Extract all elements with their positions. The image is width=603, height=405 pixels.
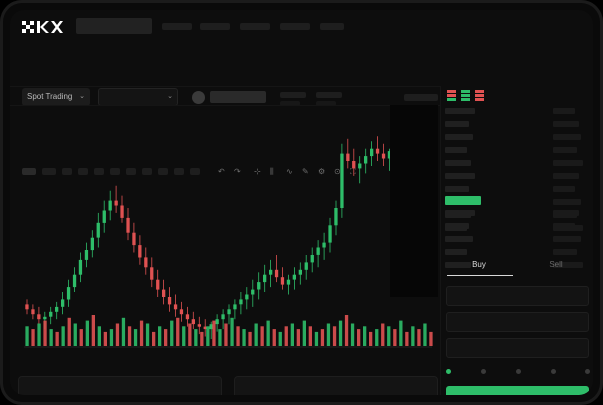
order-book-row[interactable] [445, 249, 467, 255]
chevron-down-icon: ⌄ [167, 93, 173, 100]
order-book-row-value [553, 108, 575, 114]
timeframe-item-11[interactable] [190, 168, 200, 175]
tab-buy[interactable]: Buy [472, 260, 486, 269]
order-amount-input[interactable] [446, 312, 589, 332]
nav-item-4[interactable] [280, 23, 310, 30]
nav-item-2[interactable] [200, 23, 230, 30]
indicator-icon[interactable]: ✎ [302, 167, 309, 176]
order-book-row-value [553, 173, 579, 179]
redo-icon[interactable]: ↷ [234, 167, 241, 176]
line-tool-icon[interactable]: ∿ [286, 167, 293, 176]
trading-pair-selector[interactable]: ⌄ [98, 88, 178, 106]
order-book-row[interactable] [445, 262, 471, 268]
bottom-card-right[interactable] [234, 376, 438, 395]
settings-gear-icon[interactable]: ⚙ [318, 167, 326, 176]
order-price-input[interactable] [446, 286, 589, 306]
nav-item-3[interactable] [240, 23, 270, 30]
top-navigation-bar [10, 10, 593, 44]
candles-icon[interactable]: ⫼ [270, 167, 274, 176]
order-book-row-value [553, 160, 583, 166]
market-control-row: Spot Trading ⌄ ⌄ [10, 44, 593, 106]
slider-dot-1[interactable] [481, 369, 486, 374]
global-search-input[interactable] [76, 18, 152, 34]
stat-24h-volume [404, 94, 438, 101]
order-book-row-value [553, 147, 577, 153]
timeframe-item-3[interactable] [62, 168, 72, 175]
order-book-row[interactable] [445, 173, 475, 179]
timeframe-item-8[interactable] [142, 168, 152, 175]
crosshair-icon[interactable]: ⊹ [254, 167, 261, 176]
order-total-input[interactable] [446, 338, 589, 358]
timeframe-item-9[interactable] [158, 168, 168, 175]
timeframe-item-6[interactable] [110, 168, 120, 175]
okx-logo-icon[interactable] [22, 20, 64, 34]
order-book-row[interactable] [445, 223, 469, 229]
slider-dot-2[interactable] [516, 369, 521, 374]
bottom-card-row [18, 376, 438, 395]
order-book-row-value [553, 186, 575, 192]
tab-sell[interactable]: Sell [549, 260, 563, 269]
fullscreen-icon[interactable]: ⛶ [350, 167, 356, 176]
chevron-down-icon: ⌄ [79, 93, 85, 100]
order-book-panel: Buy Sell [440, 86, 593, 395]
slider-dot-0[interactable] [446, 369, 451, 374]
order-book-row[interactable] [445, 236, 473, 242]
app-screen: Spot Trading ⌄ ⌄ [10, 10, 593, 395]
order-book-row[interactable] [445, 108, 475, 114]
stat-24h-change [280, 92, 306, 98]
camera-icon[interactable]: ⊙ [334, 167, 341, 176]
bottom-card-left[interactable] [18, 376, 222, 395]
trading-mode-label: Spot Trading [27, 92, 73, 101]
order-book-row-value [553, 121, 579, 127]
buy-sell-tabs: Buy Sell [441, 258, 593, 278]
order-book-row[interactable] [445, 147, 467, 153]
amount-slider[interactable] [441, 369, 593, 379]
order-book-row-value [553, 210, 579, 216]
trading-mode-selector[interactable]: Spot Trading ⌄ [22, 88, 90, 106]
orderbook-bids-icon[interactable] [461, 90, 470, 101]
order-book-row-value [553, 223, 575, 229]
nav-item-5[interactable] [320, 23, 344, 30]
coin-avatar [192, 91, 205, 104]
chart-overlay-region [390, 105, 438, 297]
timeframe-item-5[interactable] [94, 168, 104, 175]
orderbook-asks-icon[interactable] [475, 90, 484, 101]
timeframe-item-10[interactable] [174, 168, 184, 175]
undo-icon[interactable]: ↶ [218, 167, 225, 176]
volume-chart [18, 307, 438, 352]
order-book-row[interactable] [445, 160, 471, 166]
active-tab-underline [447, 275, 513, 276]
order-book-row-value [553, 134, 581, 140]
slider-dot-4[interactable] [585, 369, 590, 374]
order-book-row-value [553, 249, 577, 255]
chart-toolbar: ↶ ↷ ⊹ ⫼ ∿ ✎ ⚙ ⊙ ⛶ [10, 86, 593, 176]
timeframe-item-7[interactable] [126, 168, 136, 175]
order-book-row[interactable] [445, 134, 473, 140]
order-book-row[interactable] [445, 121, 469, 127]
stat-24h-high [316, 92, 342, 98]
order-book-spread-highlight [445, 196, 481, 205]
nav-item-1[interactable] [162, 23, 192, 30]
orderbook-all-icon[interactable] [447, 90, 456, 101]
order-book-row-value [553, 199, 581, 205]
order-book-row[interactable] [445, 210, 475, 216]
stat-24h-change-sub [280, 101, 300, 106]
orders-tab-row [10, 354, 440, 370]
timeframe-item-2[interactable] [42, 168, 56, 175]
submit-buy-button[interactable] [446, 386, 589, 395]
order-book-row-value [553, 236, 581, 242]
timeframe-item-4[interactable] [78, 168, 88, 175]
last-price-value [210, 91, 266, 103]
order-book-row-value [553, 262, 583, 268]
order-book-row[interactable] [445, 186, 469, 192]
timeframe-selected[interactable] [22, 168, 36, 175]
stat-24h-high-sub [316, 101, 336, 106]
slider-dot-3[interactable] [551, 369, 556, 374]
